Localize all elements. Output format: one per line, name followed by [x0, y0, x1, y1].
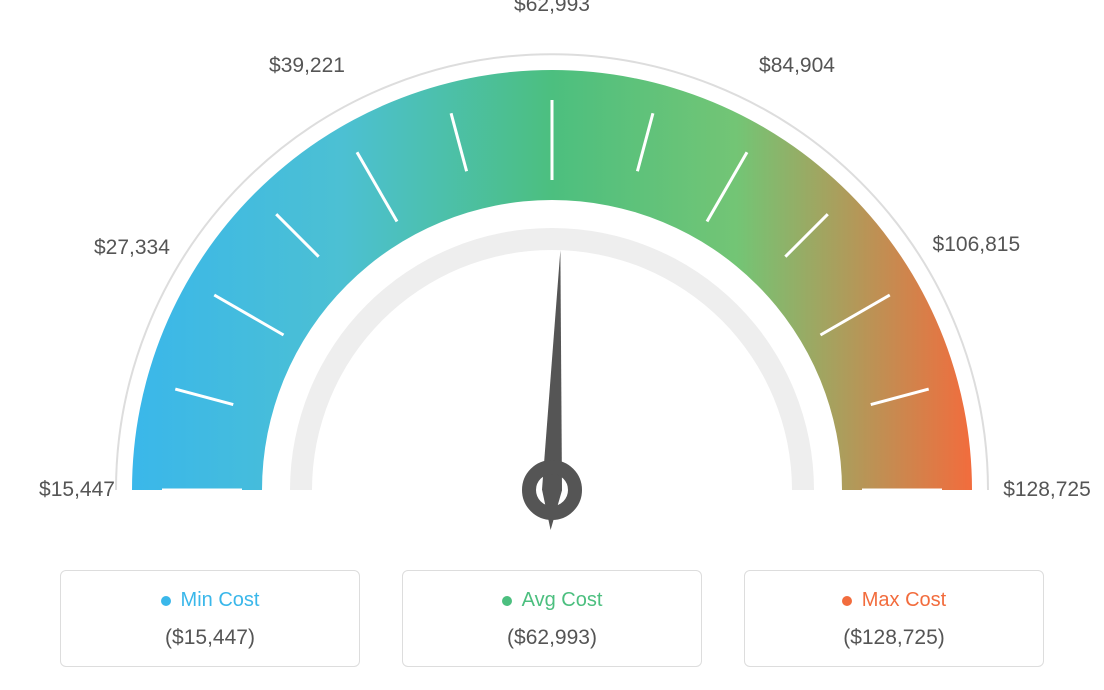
legend-card-avg: Avg Cost ($62,993)	[402, 570, 702, 667]
legend-dot-avg	[502, 596, 512, 606]
legend-value-avg: ($62,993)	[413, 626, 691, 650]
legend-value-max: ($128,725)	[755, 626, 1033, 650]
legend-title-text: Min Cost	[181, 589, 260, 612]
gauge-chart: $15,447 $27,334 $39,221 $62,993 $84,904 $106,…	[0, 0, 1104, 560]
gauge-svg	[0, 0, 1104, 560]
legend-title-max: Max Cost	[842, 589, 946, 612]
legend-value-min: ($15,447)	[71, 626, 349, 650]
gauge-tick-label: $15,447	[39, 478, 115, 502]
gauge-tick-label: $128,725	[1003, 478, 1091, 502]
gauge-tick-label: $27,334	[94, 236, 170, 260]
gauge-tick-label: $39,221	[269, 54, 345, 78]
legend-title-text: Max Cost	[862, 589, 946, 612]
gauge-tick-label: $62,993	[514, 0, 590, 17]
legend-dot-min	[161, 596, 171, 606]
legend-title-text: Avg Cost	[522, 589, 603, 612]
legend-card-min: Min Cost ($15,447)	[60, 570, 360, 667]
legend-row: Min Cost ($15,447) Avg Cost ($62,993) Ma…	[0, 570, 1104, 667]
gauge-tick-label: $106,815	[933, 233, 1021, 257]
legend-card-max: Max Cost ($128,725)	[744, 570, 1044, 667]
legend-dot-max	[842, 596, 852, 606]
legend-title-min: Min Cost	[161, 589, 260, 612]
legend-title-avg: Avg Cost	[502, 589, 603, 612]
gauge-tick-label: $84,904	[759, 54, 835, 78]
